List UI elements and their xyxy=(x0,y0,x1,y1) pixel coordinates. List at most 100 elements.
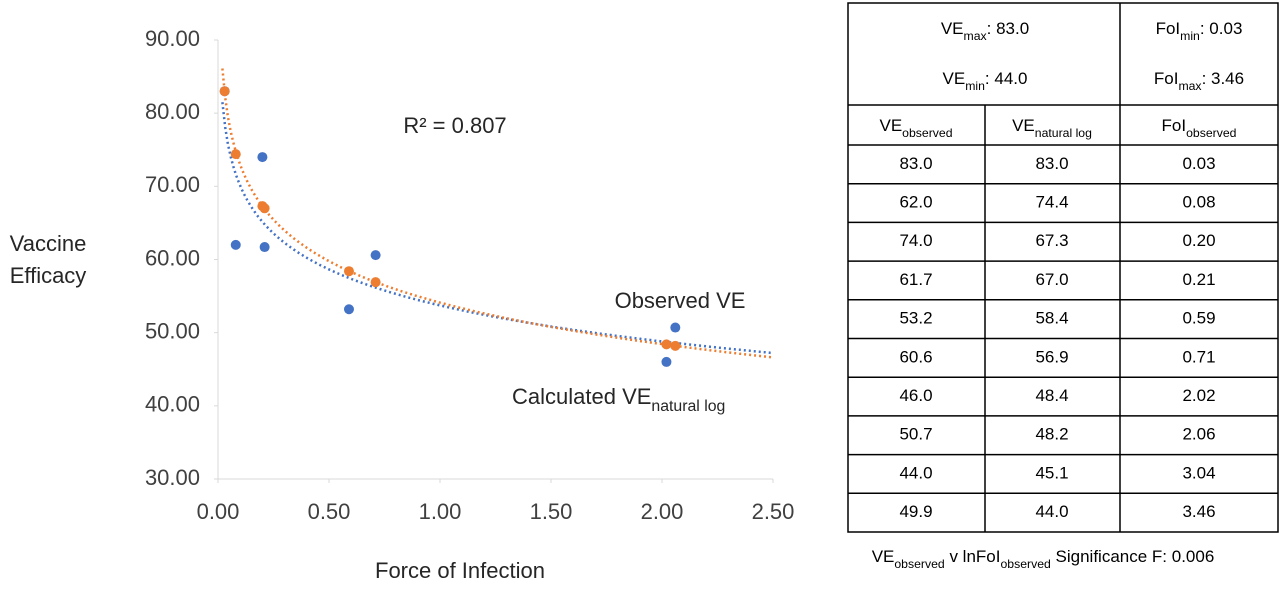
column-header-part: observed xyxy=(1186,126,1237,140)
x-tick-label: 0.00 xyxy=(197,499,240,524)
summary-cell-part: FoI xyxy=(1156,19,1181,38)
x-tick-label: 2.50 xyxy=(752,499,795,524)
column-header: FoIobserved xyxy=(1162,116,1237,140)
summary-cell-part: max xyxy=(1178,79,1201,93)
footnote-part: observed xyxy=(894,557,945,571)
series-label-part: Calculated VE xyxy=(512,384,651,409)
table-cell: 49.9 xyxy=(899,502,932,521)
table-cell: 2.06 xyxy=(1182,425,1215,444)
x-axis-title: Force of Infection xyxy=(375,558,545,583)
point xyxy=(219,86,230,97)
table-cell: 46.0 xyxy=(899,386,932,405)
table-cell: 45.1 xyxy=(1035,463,1068,482)
table-cell: 83.0 xyxy=(899,154,932,173)
y-axis-title: Efficacy xyxy=(10,263,87,288)
table-cell: 0.08 xyxy=(1182,193,1215,212)
column-header-part: FoI xyxy=(1162,116,1187,135)
column-header-part: observed xyxy=(902,126,953,140)
series-label: Calculated VEnatural log xyxy=(512,384,725,415)
footnote: VEobserved v lnFoIobserved Significance … xyxy=(872,547,1215,571)
y-tick-label: 40.00 xyxy=(145,392,200,417)
table-cell: 3.04 xyxy=(1182,463,1215,482)
table-cell: 0.21 xyxy=(1182,270,1215,289)
point xyxy=(670,340,681,351)
table-cell: 83.0 xyxy=(1035,154,1068,173)
footnote-part: Significance F: 0.006 xyxy=(1051,547,1214,566)
footnote-part: VE xyxy=(872,547,895,566)
footnote-part: v lnFoI xyxy=(945,547,1001,566)
x-tick-label: 1.50 xyxy=(530,499,573,524)
table-cell: 44.0 xyxy=(1035,502,1068,521)
table-cell: 0.03 xyxy=(1182,154,1215,173)
point xyxy=(670,322,681,333)
point xyxy=(661,356,672,367)
footnote-part: observed xyxy=(1000,557,1051,571)
table-cell: 0.20 xyxy=(1182,231,1215,250)
y-tick-label: 70.00 xyxy=(145,172,200,197)
x-tick-label: 0.50 xyxy=(308,499,351,524)
summary-cell-part: FoI xyxy=(1154,69,1179,88)
table-cell: 48.2 xyxy=(1035,425,1068,444)
point xyxy=(230,239,241,250)
summary-cell-part: max xyxy=(964,29,987,43)
summary-cell: FoImax: 3.46 xyxy=(1154,69,1244,93)
y-axis-title: Vaccine xyxy=(10,231,87,256)
table-cell: 62.0 xyxy=(899,193,932,212)
table-cell: 0.59 xyxy=(1182,309,1215,328)
series-label: Observed VE xyxy=(615,288,746,313)
trendline xyxy=(221,68,774,359)
r-squared: R² = 0.807 xyxy=(403,113,506,138)
table-cell: 56.9 xyxy=(1035,347,1068,366)
table-cell: 61.7 xyxy=(899,270,932,289)
series-label-part: natural log xyxy=(651,398,725,415)
summary-cell-part: min xyxy=(1180,29,1200,43)
table-cell: 3.46 xyxy=(1182,502,1215,521)
summary-cell-part: : 44.0 xyxy=(985,69,1028,88)
point xyxy=(259,242,270,253)
point xyxy=(230,149,241,160)
point xyxy=(343,304,354,315)
table-cell: 2.02 xyxy=(1182,386,1215,405)
point xyxy=(259,203,270,214)
column-header: VEnatural log xyxy=(1012,116,1092,140)
summary-cell-part: VE xyxy=(941,19,964,38)
x-tick-label: 1.00 xyxy=(419,499,462,524)
summary-cell-part: : 0.03 xyxy=(1200,19,1243,38)
point xyxy=(370,250,381,261)
point xyxy=(370,277,381,288)
point xyxy=(343,266,354,277)
table-cell: 58.4 xyxy=(1035,309,1068,328)
point xyxy=(257,152,268,163)
table-cell: 67.0 xyxy=(1035,270,1068,289)
table-cell: 60.6 xyxy=(899,347,932,366)
table-cell: 48.4 xyxy=(1035,386,1068,405)
table-cell: 53.2 xyxy=(899,309,932,328)
table-cell: 67.3 xyxy=(1035,231,1068,250)
summary-cell-part: : 83.0 xyxy=(987,19,1030,38)
y-tick-label: 50.00 xyxy=(145,318,200,343)
column-header-part: natural log xyxy=(1035,126,1092,140)
y-tick-label: 80.00 xyxy=(145,99,200,124)
y-tick-label: 90.00 xyxy=(145,26,200,51)
summary-cell: VEmin: 44.0 xyxy=(943,69,1028,93)
y-tick-label: 30.00 xyxy=(145,465,200,490)
column-header: VEobserved xyxy=(879,116,952,140)
table-cell: 44.0 xyxy=(899,463,932,482)
x-tick-label: 2.00 xyxy=(641,499,684,524)
summary-cell: VEmax: 83.0 xyxy=(941,19,1029,43)
table-cell: 74.0 xyxy=(899,231,932,250)
column-header-part: VE xyxy=(879,116,902,135)
table-grid xyxy=(847,2,1279,533)
summary-cell-part: min xyxy=(965,79,985,93)
y-tick-label: 60.00 xyxy=(145,245,200,270)
point xyxy=(661,339,672,350)
table-cell: 74.4 xyxy=(1035,193,1068,212)
series-label-part: Observed VE xyxy=(615,288,746,313)
table-cell: 0.71 xyxy=(1182,347,1215,366)
summary-cell: FoImin: 0.03 xyxy=(1156,19,1243,43)
summary-cell-part: : 3.46 xyxy=(1202,69,1245,88)
summary-cell-part: VE xyxy=(943,69,966,88)
column-header-part: VE xyxy=(1012,116,1035,135)
table-cell: 50.7 xyxy=(899,425,932,444)
